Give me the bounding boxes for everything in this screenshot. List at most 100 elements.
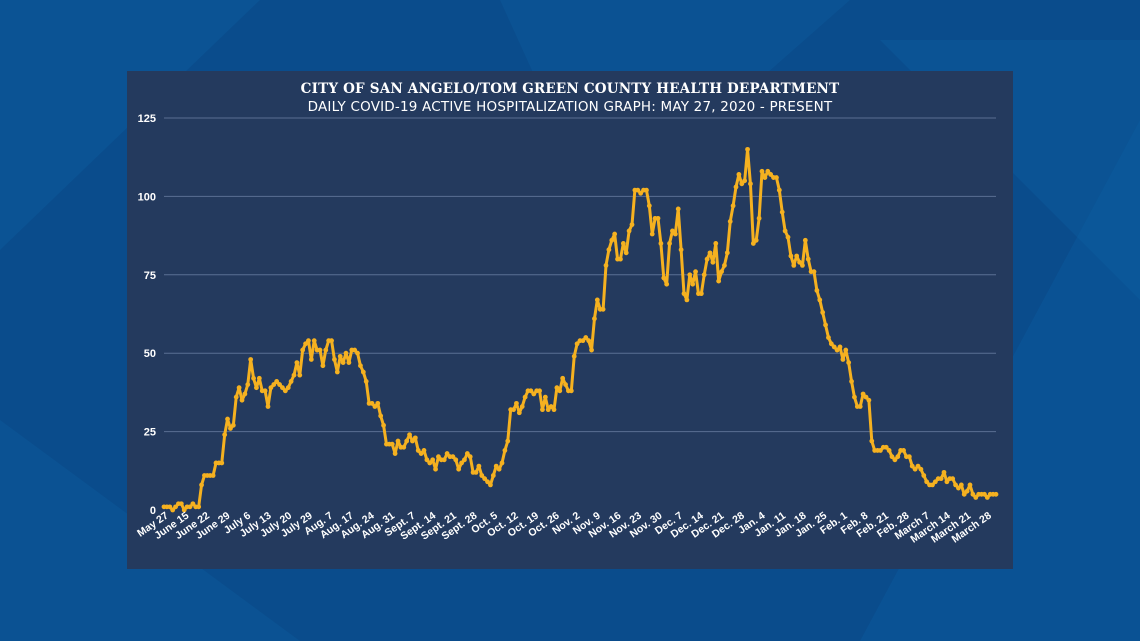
- data-point: [600, 306, 606, 312]
- data-point: [638, 190, 644, 196]
- data-point: [776, 187, 782, 193]
- data-point: [950, 476, 956, 482]
- data-point: [661, 275, 667, 281]
- data-point: [612, 231, 618, 237]
- data-point: [430, 457, 436, 463]
- data-point: [251, 375, 256, 381]
- data-point: [938, 476, 944, 482]
- data-point: [635, 187, 641, 193]
- data-point: [222, 432, 228, 438]
- data-point: [834, 347, 840, 353]
- data-point: [433, 466, 438, 472]
- data-point: [794, 253, 800, 259]
- data-point: [918, 466, 924, 472]
- data-point: [190, 501, 196, 507]
- data-point: [921, 473, 927, 478]
- data-point: [912, 466, 918, 472]
- data-point: [421, 448, 427, 453]
- data-point: [571, 353, 577, 359]
- data-point: [710, 259, 716, 265]
- data-point: [820, 310, 826, 315]
- y-tick-label: 50: [144, 348, 156, 360]
- data-point: [684, 297, 690, 303]
- data-point: [779, 209, 785, 215]
- data-point: [268, 385, 274, 391]
- data-point: [233, 394, 239, 400]
- data-point: [675, 206, 681, 212]
- data-point: [759, 168, 765, 174]
- data-point: [410, 438, 415, 444]
- data-point: [311, 338, 317, 344]
- data-point: [415, 448, 421, 453]
- data-point: [701, 272, 707, 278]
- data-point: [924, 479, 930, 485]
- data-point: [306, 338, 311, 344]
- data-point: [849, 379, 854, 384]
- data-point: [511, 407, 516, 413]
- data-point: [932, 479, 938, 485]
- data-point: [857, 404, 863, 409]
- data-point: [551, 407, 557, 413]
- data-point: [961, 491, 967, 497]
- data-point: [334, 369, 340, 375]
- data-point: [303, 341, 308, 347]
- data-point: [453, 457, 459, 463]
- data-point: [658, 241, 664, 246]
- data-point: [280, 385, 285, 391]
- data-point: [791, 262, 797, 268]
- data-point: [210, 473, 216, 478]
- data-point: [814, 288, 820, 293]
- data-point: [239, 397, 245, 403]
- data-point: [883, 444, 889, 450]
- data-point: [479, 473, 485, 478]
- data-point: [993, 491, 999, 497]
- data-point: [282, 388, 288, 394]
- data-point: [594, 297, 600, 303]
- data-point: [785, 234, 791, 240]
- data-point: [756, 215, 762, 221]
- data-point: [418, 451, 424, 456]
- data-point: [308, 357, 314, 362]
- data-point: [843, 347, 849, 353]
- data-point: [828, 341, 834, 347]
- data-point: [707, 250, 713, 256]
- data-point: [358, 363, 363, 369]
- data-point: [332, 357, 337, 362]
- data-point: [831, 344, 837, 350]
- data-point: [655, 215, 661, 221]
- data-point: [840, 357, 846, 362]
- data-point: [360, 369, 366, 375]
- data-point: [294, 360, 300, 366]
- data-point: [277, 382, 282, 387]
- y-tick-label: 25: [144, 427, 156, 439]
- data-point: [687, 272, 693, 278]
- data-point: [609, 237, 615, 243]
- data-point: [537, 388, 542, 394]
- data-point: [930, 482, 935, 488]
- data-point: [719, 269, 724, 275]
- data-point: [505, 438, 511, 444]
- data-point: [545, 407, 551, 413]
- data-point: [485, 479, 490, 485]
- data-point: [973, 495, 979, 500]
- data-point: [649, 231, 655, 237]
- y-tick-label: 0: [150, 505, 156, 517]
- data-point: [802, 237, 808, 243]
- data-point: [343, 350, 349, 356]
- data-point: [953, 482, 958, 488]
- data-point: [693, 269, 698, 275]
- data-point: [724, 250, 730, 256]
- data-point: [895, 454, 901, 460]
- data-point: [265, 404, 271, 409]
- data-point: [450, 454, 456, 460]
- data-point: [846, 360, 852, 366]
- data-point: [254, 385, 259, 391]
- data-point: [297, 372, 303, 378]
- data-point: [727, 219, 733, 224]
- data-point: [800, 262, 805, 268]
- data-point: [516, 410, 522, 416]
- data-point: [436, 454, 441, 460]
- data-point: [915, 463, 921, 469]
- data-point: [369, 400, 375, 406]
